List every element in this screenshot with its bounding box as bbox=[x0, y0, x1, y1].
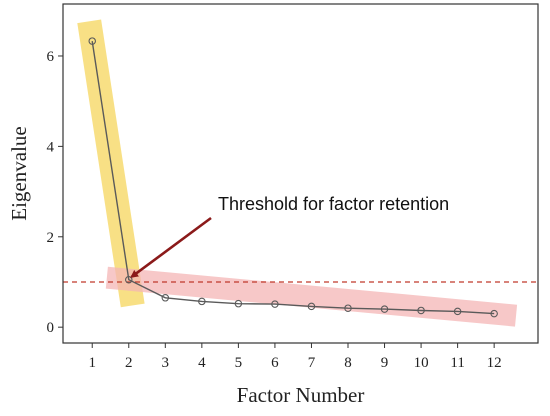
y-axis-title: Eigenvalue bbox=[7, 126, 31, 220]
y-tick-label: 6 bbox=[47, 49, 55, 65]
x-tick-label: 4 bbox=[198, 355, 206, 371]
x-tick-label: 2 bbox=[125, 355, 133, 371]
annotation-text: Threshold for factor retention bbox=[218, 194, 449, 214]
x-tick-label: 11 bbox=[450, 355, 464, 371]
x-tick-label: 5 bbox=[235, 355, 243, 371]
data-point-9 bbox=[380, 305, 389, 313]
x-tick-label: 3 bbox=[162, 355, 170, 371]
x-tick-label: 10 bbox=[414, 355, 429, 371]
plot-frame bbox=[62, 3, 539, 344]
data-point-3 bbox=[161, 294, 170, 302]
highlight-flat-segment bbox=[105, 266, 518, 327]
data-point-1 bbox=[88, 37, 96, 45]
x-tick-label: 12 bbox=[487, 355, 502, 371]
y-tick-label: 2 bbox=[47, 230, 55, 246]
data-point-12 bbox=[490, 309, 498, 318]
x-tick-label: 9 bbox=[381, 355, 389, 371]
y-tick-label: 0 bbox=[47, 320, 55, 336]
data-point-6 bbox=[271, 300, 279, 308]
x-axis-title: Factor Number bbox=[237, 383, 365, 407]
x-tick-label: 1 bbox=[88, 355, 96, 371]
data-point-5 bbox=[234, 299, 243, 308]
x-tick-label: 8 bbox=[344, 355, 352, 371]
x-tick-label: 7 bbox=[308, 355, 316, 371]
data-point-2 bbox=[125, 275, 133, 284]
annotation-arrow bbox=[130, 216, 212, 278]
x-tick-label: 6 bbox=[271, 355, 279, 371]
data-point-7 bbox=[307, 302, 316, 311]
data-point-11 bbox=[453, 307, 462, 316]
data-point-8 bbox=[344, 304, 352, 312]
series-line bbox=[91, 40, 495, 315]
data-point-10 bbox=[417, 306, 425, 315]
y-tick-label: 4 bbox=[47, 139, 55, 155]
data-point-4 bbox=[198, 297, 206, 306]
